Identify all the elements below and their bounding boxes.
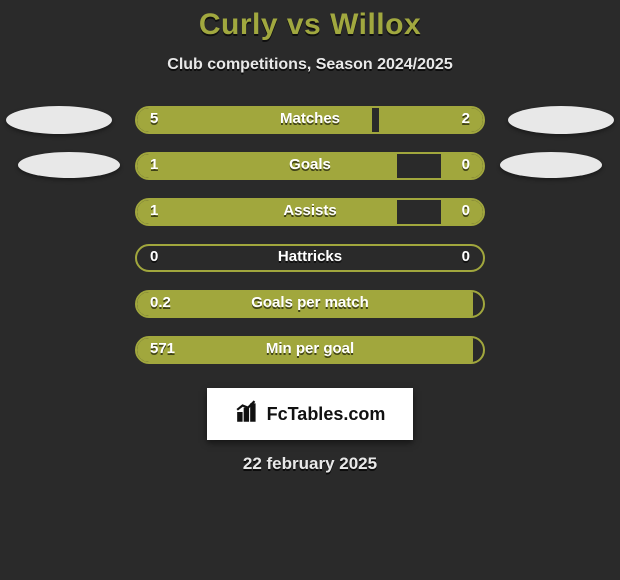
date-text: 22 february 2025 [0,454,620,474]
stat-bar-gap [397,154,442,178]
brand-badge[interactable]: FcTables.com [207,388,413,440]
vs-text: vs [287,8,321,41]
stat-row: 1 0 Goals [0,148,620,194]
stat-value-left: 0.2 [150,294,171,311]
stat-row: 571 Min per goal [0,332,620,378]
stat-label: Goals [289,156,331,173]
stat-label: Goals per match [251,294,369,311]
chart-icon [235,399,261,430]
stat-row: 0 0 Hattricks [0,240,620,286]
player2-avatar-placeholder [500,152,602,178]
subtitle: Club competitions, Season 2024/2025 [0,56,620,74]
stat-bar-left [137,200,397,224]
stat-value-left: 1 [150,156,158,173]
stat-label: Hattricks [278,248,342,265]
stat-row: 0.2 Goals per match [0,286,620,332]
stat-value-left: 0 [150,248,158,265]
stat-bar-gap [473,338,483,362]
player1-avatar-placeholder [6,106,112,134]
stat-value-left: 5 [150,110,158,127]
player1-name: Curly [199,8,278,41]
stat-label: Assists [283,202,336,219]
player1-avatar-placeholder [18,152,120,178]
player2-avatar-placeholder [508,106,614,134]
stat-bar-gap [372,108,379,132]
stat-value-right: 0 [462,156,470,173]
page-title: Curly vs Willox [0,8,620,42]
stat-bar-gap [473,292,483,316]
brand-text: FcTables.com [267,404,386,425]
stat-value-right: 0 [462,202,470,219]
player2-name: Willox [330,8,421,41]
comparison-card: Curly vs Willox Club competitions, Seaso… [0,0,620,474]
stat-value-left: 1 [150,202,158,219]
stat-label: Matches [280,110,340,127]
stat-label: Min per goal [266,340,354,357]
stat-bar-gap [397,200,442,224]
stat-value-right: 2 [462,110,470,127]
stat-row: 5 2 Matches [0,102,620,148]
stat-bar-left [137,154,397,178]
stat-value-right: 0 [462,248,470,265]
stat-row: 1 0 Assists [0,194,620,240]
stats-rows: 5 2 Matches 1 0 Goals 1 0 Assists 0 0 Hattricks 0.2 G… [0,102,620,378]
stat-value-left: 571 [150,340,175,357]
